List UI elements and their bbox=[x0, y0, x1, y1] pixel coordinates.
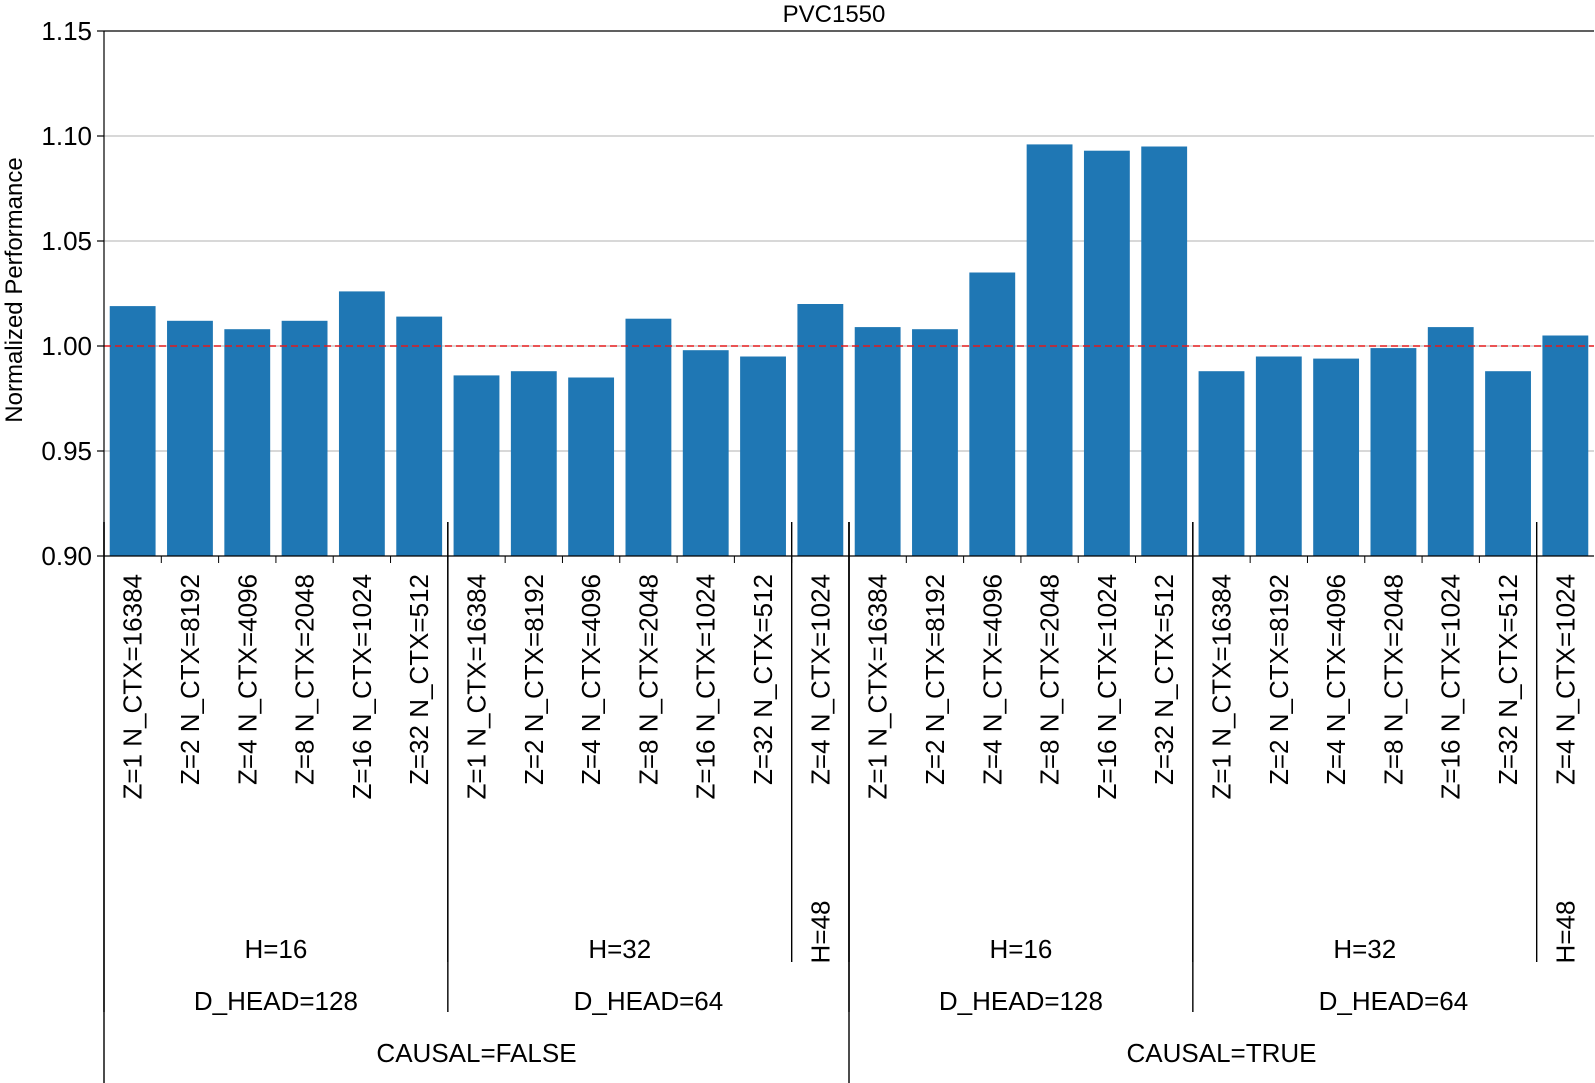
dhead-label: D_HEAD=64 bbox=[1319, 986, 1469, 1016]
bar bbox=[854, 327, 901, 556]
group-labels: H=16 H=32 H=48 H=16 H=32 H=48 D_HEAD=128 D_HEAD… bbox=[103, 522, 1580, 1083]
x-tick-label: Z=2 N_CTX=8192 bbox=[1264, 574, 1294, 785]
x-tick-label: Z=2 N_CTX=8192 bbox=[175, 574, 205, 785]
bar bbox=[338, 291, 385, 556]
x-tick-label: Z=4 N_CTX=4096 bbox=[232, 574, 262, 785]
y-tick-label: 1.15 bbox=[41, 16, 92, 46]
bar bbox=[568, 377, 615, 556]
bar bbox=[1427, 327, 1474, 556]
x-tick-label: Z=4 N_CTX=4096 bbox=[1321, 574, 1351, 785]
heads-label: H=16 bbox=[989, 934, 1052, 964]
heads-label: H=48 bbox=[1550, 901, 1580, 964]
bar bbox=[109, 306, 156, 556]
causal-label: CAUSAL=TRUE bbox=[1127, 1038, 1317, 1068]
x-tick-label: Z=1 N_CTX=16384 bbox=[863, 574, 893, 799]
bars bbox=[109, 144, 1589, 556]
heads-label: H=32 bbox=[1333, 934, 1396, 964]
bar bbox=[1542, 335, 1589, 556]
bar bbox=[453, 375, 500, 556]
bar bbox=[1255, 356, 1302, 556]
bar bbox=[224, 329, 271, 556]
heads-label: H=32 bbox=[588, 934, 651, 964]
x-tick-label: Z=4 N_CTX=4096 bbox=[576, 574, 606, 785]
bar bbox=[1198, 371, 1245, 556]
x-tick-label: Z=32 N_CTX=512 bbox=[748, 574, 778, 785]
y-tick-label: 1.00 bbox=[41, 331, 92, 361]
bar bbox=[1026, 144, 1073, 556]
bar bbox=[740, 356, 786, 556]
heads-label: H=48 bbox=[805, 901, 835, 964]
y-tick-label: 0.90 bbox=[41, 541, 92, 571]
x-tick-label: Z=8 N_CTX=2048 bbox=[1035, 574, 1065, 785]
x-tick-label: Z=4 N_CTX=1024 bbox=[805, 574, 835, 785]
x-tick-label: Z=16 N_CTX=1024 bbox=[1092, 574, 1122, 799]
bar bbox=[1141, 146, 1188, 556]
x-tick-label: Z=32 N_CTX=512 bbox=[404, 574, 434, 785]
y-tick-label: 0.95 bbox=[41, 436, 92, 466]
x-tick-label: Z=2 N_CTX=8192 bbox=[519, 574, 549, 785]
bar bbox=[1313, 358, 1360, 556]
x-tick-label: Z=1 N_CTX=16384 bbox=[118, 574, 148, 799]
bar bbox=[682, 350, 729, 556]
bar bbox=[1370, 348, 1417, 556]
causal-label: CAUSAL=FALSE bbox=[376, 1038, 576, 1068]
bar bbox=[510, 371, 557, 556]
x-tick-label: Z=16 N_CTX=1024 bbox=[347, 574, 377, 799]
heads-label: H=16 bbox=[244, 934, 307, 964]
x-tick-label: Z=32 N_CTX=512 bbox=[1149, 574, 1179, 785]
x-tick-label: Z=1 N_CTX=16384 bbox=[462, 574, 492, 799]
bar bbox=[396, 316, 443, 556]
chart-title: PVC1550 bbox=[783, 1, 886, 28]
y-tick-label: 1.10 bbox=[41, 121, 92, 151]
x-tick-label: Z=1 N_CTX=16384 bbox=[1207, 574, 1237, 799]
x-tick-label: Z=4 N_CTX=1024 bbox=[1550, 574, 1580, 785]
y-ticks: 0.90 0.95 1.00 1.05 1.10 1.15 bbox=[41, 16, 104, 571]
x-tick-labels: Z=1 N_CTX=16384 Z=2 N_CTX=8192 Z=4 N_CTX=4… bbox=[118, 574, 1581, 799]
x-tick-label: Z=4 N_CTX=4096 bbox=[977, 574, 1007, 785]
x-tick-label: Z=16 N_CTX=1024 bbox=[691, 574, 721, 799]
dhead-label: D_HEAD=64 bbox=[574, 986, 724, 1016]
bar bbox=[969, 272, 1016, 556]
bar bbox=[1485, 371, 1531, 556]
dhead-label: D_HEAD=128 bbox=[194, 986, 358, 1016]
y-axis-label: Normalized Performance bbox=[1, 157, 28, 422]
bar bbox=[1083, 150, 1130, 556]
x-tick-label: Z=8 N_CTX=2048 bbox=[1378, 574, 1408, 785]
bar bbox=[797, 304, 844, 556]
x-tick-label: Z=32 N_CTX=512 bbox=[1493, 574, 1523, 785]
bar bbox=[625, 318, 672, 556]
x-tick-label: Z=2 N_CTX=8192 bbox=[920, 574, 950, 785]
dhead-label: D_HEAD=128 bbox=[939, 986, 1103, 1016]
x-tick-label: Z=8 N_CTX=2048 bbox=[633, 574, 663, 785]
bar bbox=[912, 329, 958, 556]
bar bbox=[167, 320, 213, 556]
x-tick-label: Z=8 N_CTX=2048 bbox=[290, 574, 320, 785]
x-tick-label: Z=16 N_CTX=1024 bbox=[1436, 574, 1466, 799]
y-tick-label: 1.05 bbox=[41, 226, 92, 256]
bar bbox=[281, 320, 328, 556]
